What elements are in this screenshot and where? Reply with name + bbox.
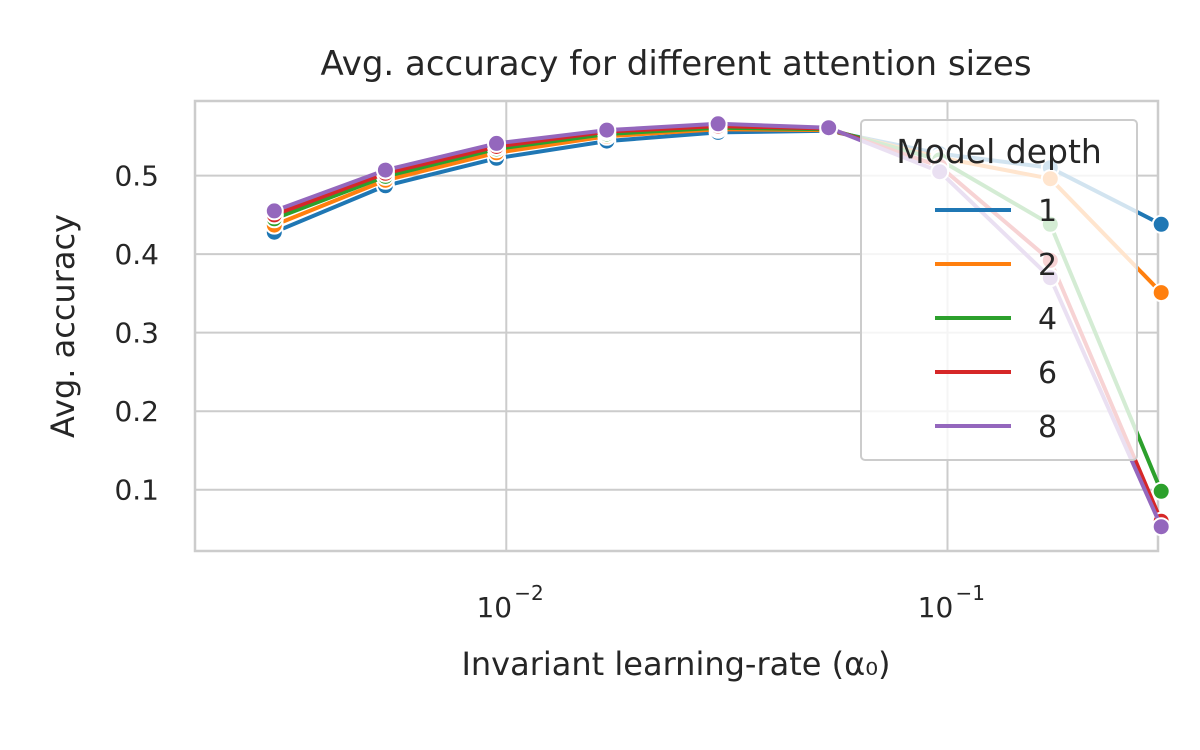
x-tick-labels: 10 −2 10 −1 <box>476 581 985 624</box>
legend-items: 1 2 4 6 8 <box>935 194 1057 445</box>
data-point-8 <box>597 120 617 140</box>
legend-item-8: 8 <box>935 410 1057 445</box>
legend-item-2: 2 <box>935 248 1057 283</box>
legend-item-6: 6 <box>935 356 1057 391</box>
data-point-8 <box>1151 517 1171 537</box>
data-point-8 <box>375 160 395 180</box>
data-point-1 <box>1151 214 1171 234</box>
x-tick-exponent: −1 <box>955 581 984 605</box>
y-tick-label: 0.5 <box>114 160 159 193</box>
y-axis-label: Avg. accuracy <box>44 214 82 438</box>
legend-label: 8 <box>1038 410 1057 445</box>
legend-item-1: 1 <box>935 194 1057 229</box>
legend-box <box>860 119 1138 461</box>
legend-label: 2 <box>1038 248 1057 283</box>
data-point-8 <box>819 118 839 138</box>
legend-label: 6 <box>1038 356 1057 391</box>
x-tick-base: 10 <box>918 591 954 624</box>
legend-label: 1 <box>1038 194 1057 229</box>
data-point-8 <box>264 201 284 221</box>
x-tick-label: 10 −1 <box>918 581 985 624</box>
x-tick-label: 10 −2 <box>476 581 543 624</box>
chart-title: Avg. accuracy for different attention si… <box>320 44 1031 84</box>
y-tick-labels: 0.1 0.2 0.3 0.4 0.5 <box>114 160 159 507</box>
legend-label: 4 <box>1038 302 1057 337</box>
legend: Model depth 1 2 4 6 8 <box>860 119 1138 461</box>
y-tick-label: 0.2 <box>114 395 159 428</box>
x-tick-exponent: −2 <box>514 581 543 605</box>
x-axis-label: Invariant learning-rate (α₀) <box>461 645 890 683</box>
y-tick-label: 0.3 <box>114 317 159 350</box>
data-point-4 <box>1151 481 1171 501</box>
y-tick-label: 0.4 <box>114 238 159 271</box>
data-point-8 <box>708 114 728 134</box>
y-tick-label: 0.1 <box>114 474 159 507</box>
x-tick-base: 10 <box>476 591 512 624</box>
data-point-8 <box>487 133 506 153</box>
legend-item-4: 4 <box>935 302 1057 337</box>
legend-title: Model depth <box>896 132 1102 171</box>
data-point-2 <box>1151 283 1171 303</box>
